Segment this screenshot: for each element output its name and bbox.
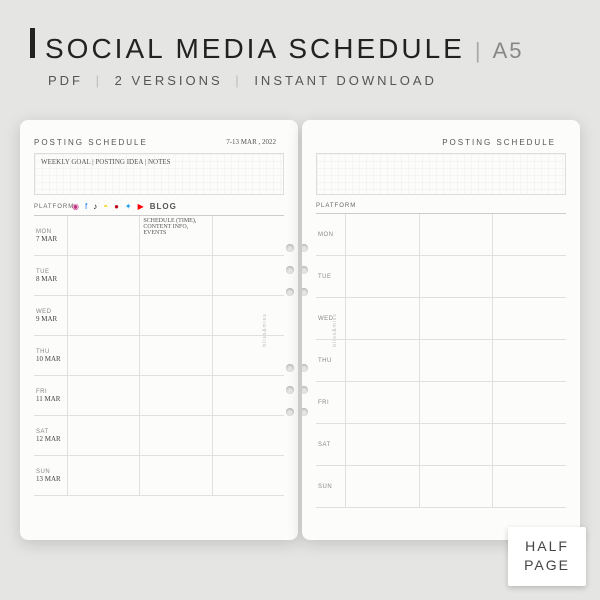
corner-line2: PAGE [524, 556, 570, 576]
brand-watermark: bliss&miss [262, 313, 268, 347]
title-accent-bar [30, 28, 35, 58]
ring-holes-left [286, 120, 298, 540]
planner-page-right: POSTING SCHEDULE PLATFORM MON TUE WED TH… [302, 120, 580, 540]
platform-row-left: PLATFORM ◉ f ♪ ◓ ● ✦ ▶ BLOG [34, 203, 284, 211]
sub-pdf: PDF [48, 73, 83, 88]
table-row: SAT12 MAR [34, 416, 284, 456]
schedule-table-right: MON TUE WED THU FRI SAT SUN [316, 213, 566, 508]
youtube-icon: ▶ [138, 203, 145, 211]
notes-grid-left: WEEKLY GOAL | POSTING IDEA | NOTES [34, 153, 284, 195]
facebook-icon: f [85, 203, 88, 211]
pinterest-icon: ● [114, 203, 120, 211]
notes-hint: WEEKLY GOAL | POSTING IDEA | NOTES [41, 158, 171, 166]
platform-label-right: PLATFORM [316, 203, 348, 209]
size-tag: A5 [493, 38, 524, 64]
schedule-cell: SCHEDULE (TIME), CONTENT INFO, EVENTS [140, 216, 212, 255]
table-row: WED9 MAR [34, 296, 284, 336]
table-row: TUE8 MAR [34, 256, 284, 296]
product-header: SOCIAL MEDIA SCHEDULE | A5 PDF | 2 VERSI… [0, 0, 600, 98]
sub-download: INSTANT DOWNLOAD [254, 73, 437, 88]
corner-badge: HALF PAGE [508, 527, 586, 586]
section-title-right: POSTING SCHEDULE [316, 138, 566, 147]
notes-grid-right [316, 153, 566, 195]
blog-label: BLOG [150, 203, 177, 211]
day-cell: MON 7 MAR [34, 216, 68, 255]
subtitle-line: PDF | 2 VERSIONS | INSTANT DOWNLOAD [48, 73, 570, 88]
tiktok-icon: ♪ [93, 203, 98, 211]
table-row: MON 7 MAR SCHEDULE (TIME), CONTENT INFO,… [34, 216, 284, 256]
schedule-cell [68, 216, 140, 255]
table-row: SUN13 MAR [34, 456, 284, 496]
social-icons-row: ◉ f ♪ ◓ ● ✦ ▶ BLOG [72, 203, 177, 211]
ring-holes-right [302, 120, 314, 540]
schedule-table-left: MON 7 MAR SCHEDULE (TIME), CONTENT INFO,… [34, 215, 284, 496]
brand-watermark: bliss&miss [332, 313, 338, 347]
platform-row-right: PLATFORM [316, 203, 566, 209]
date-range: 7-13 MAR , 2022 [226, 138, 276, 146]
title-separator: | [475, 38, 483, 64]
twitter-icon: ✦ [125, 203, 133, 211]
title-line: SOCIAL MEDIA SCHEDULE | A5 [30, 28, 570, 65]
sub-versions: 2 VERSIONS [115, 73, 223, 88]
table-row: THU10 MAR [34, 336, 284, 376]
planner-page-left: POSTING SCHEDULE 7-13 MAR , 2022 WEEKLY … [20, 120, 298, 540]
main-title: SOCIAL MEDIA SCHEDULE [45, 33, 465, 65]
corner-line1: HALF [524, 537, 570, 557]
snapchat-icon: ◓ [103, 203, 109, 211]
instagram-icon: ◉ [72, 203, 80, 211]
platform-label: PLATFORM [34, 204, 66, 210]
table-row: FRI11 MAR [34, 376, 284, 416]
schedule-cell [213, 216, 284, 255]
